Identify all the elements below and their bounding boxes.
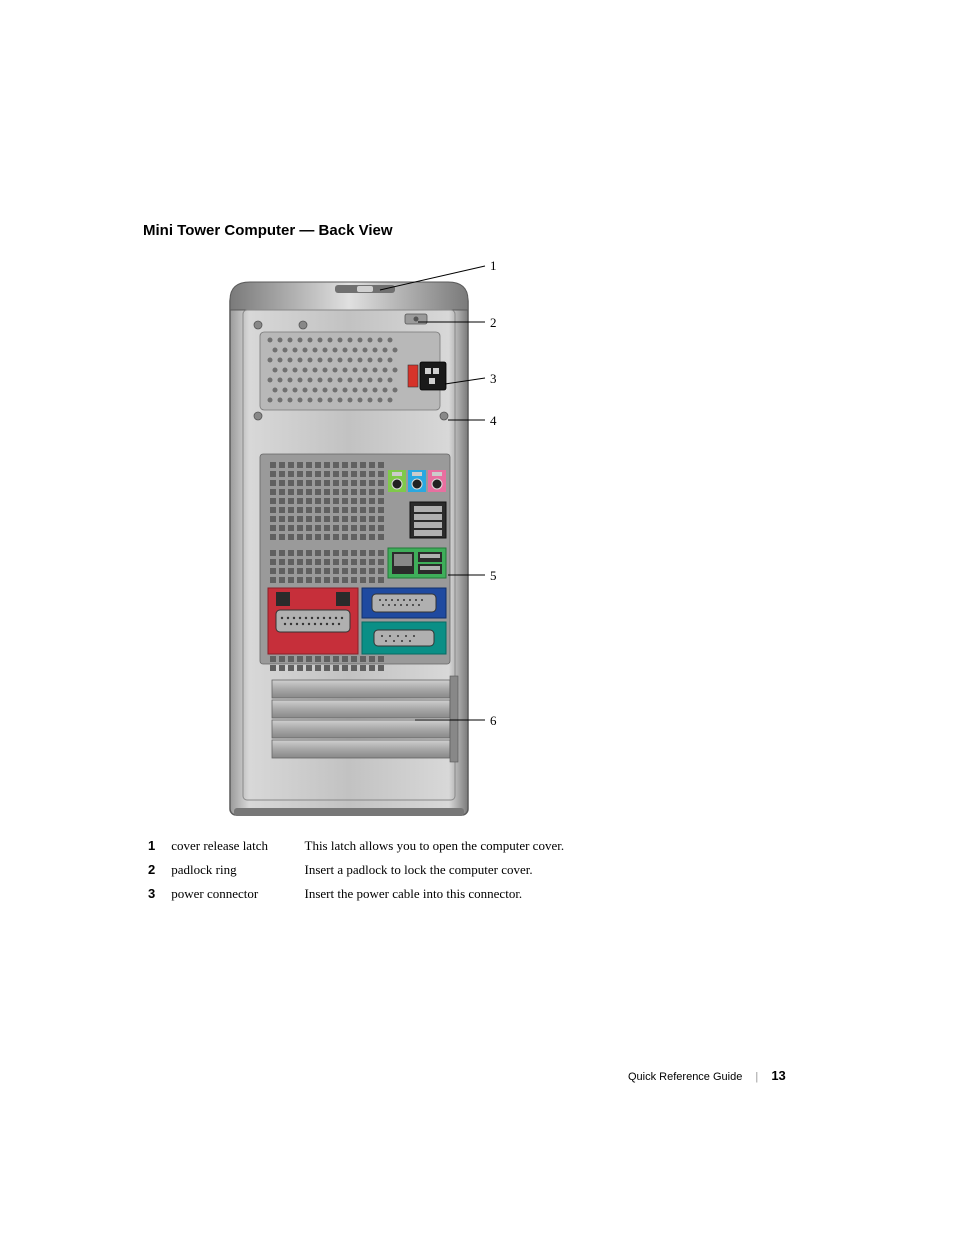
legend-term: power connector (171, 886, 301, 902)
legend-row-3: 3 power connector Insert the power cable… (148, 886, 522, 902)
callout-2: 2 (490, 315, 497, 331)
legend-num: 2 (148, 862, 168, 877)
page-number: 13 (771, 1068, 785, 1083)
page-footer: Quick Reference Guide | 13 (628, 1068, 786, 1083)
legend-row-2: 2 padlock ring Insert a padlock to lock … (148, 862, 533, 878)
callout-5: 5 (490, 568, 497, 584)
callout-1: 1 (490, 258, 497, 274)
callout-4: 4 (490, 413, 497, 429)
callout-6: 6 (490, 713, 497, 729)
callout-3: 3 (490, 371, 497, 387)
legend-num: 1 (148, 838, 168, 853)
legend-row-1: 1 cover release latch This latch allows … (148, 838, 564, 854)
legend-term: cover release latch (171, 838, 301, 854)
footer-separator: | (755, 1071, 758, 1083)
footer-guide: Quick Reference Guide (628, 1071, 742, 1083)
legend-term: padlock ring (171, 862, 301, 878)
legend-desc: Insert a padlock to lock the computer co… (305, 862, 533, 877)
legend-num: 3 (148, 886, 168, 901)
tower-diagram (0, 0, 954, 830)
legend-desc: Insert the power cable into this connect… (305, 886, 523, 901)
legend-desc: This latch allows you to open the comput… (305, 838, 565, 853)
